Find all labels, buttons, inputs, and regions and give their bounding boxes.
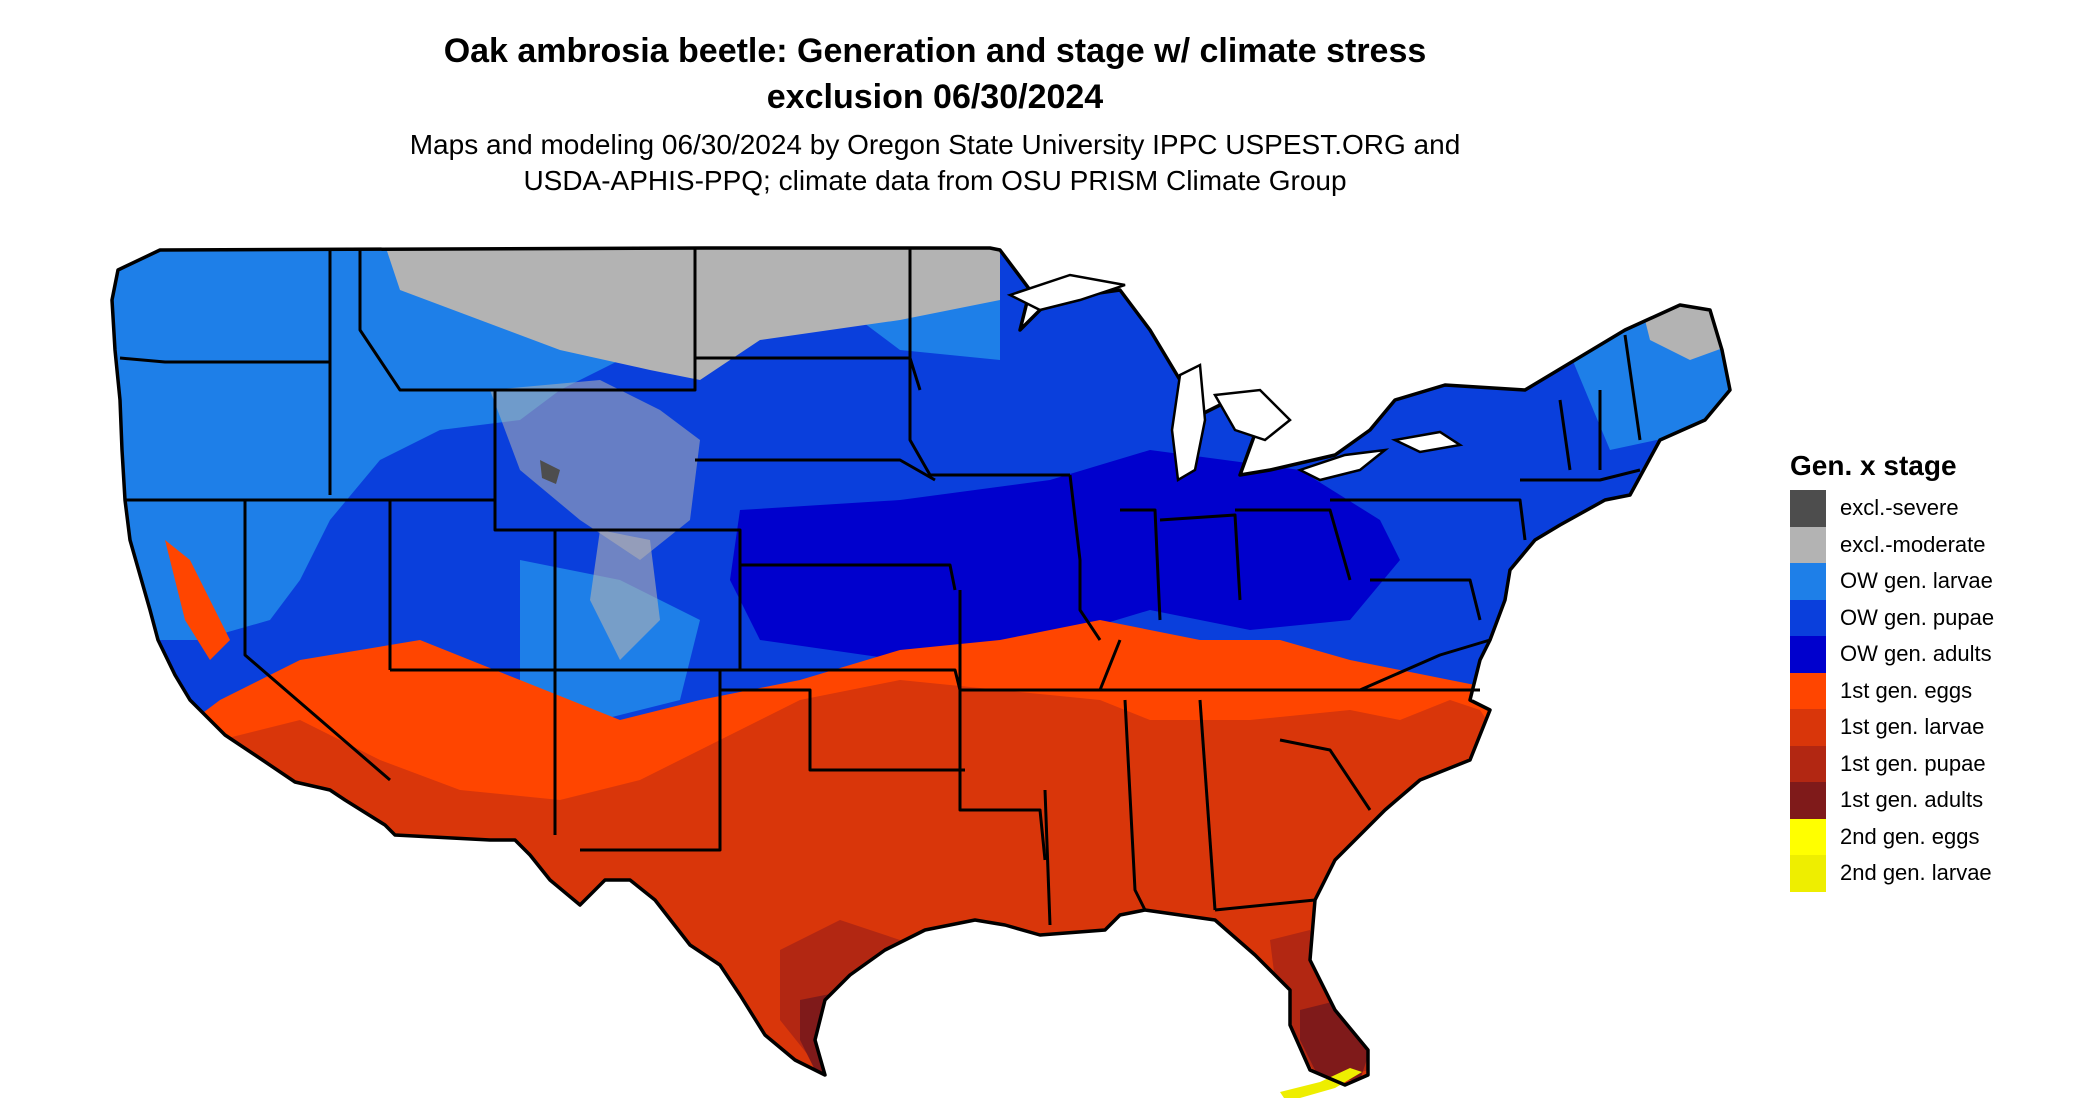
legend-item: 2nd gen. larvae xyxy=(1790,855,2090,892)
legend: Gen. x stage excl.-severe excl.-moderate O… xyxy=(1790,448,2090,892)
legend-swatch xyxy=(1790,745,1826,782)
country-outline xyxy=(110,246,1732,1087)
legend-label: OW gen. adults xyxy=(1840,641,1992,667)
map-title: Oak ambrosia beetle: Generation and stag… xyxy=(0,28,1870,120)
legend-items: excl.-severe excl.-moderate OW gen. larvae… xyxy=(1790,490,2090,892)
legend-label: 1st gen. larvae xyxy=(1840,714,1985,740)
us-phenology-map xyxy=(110,246,1732,1098)
subtitle-line-1: Maps and modeling 06/30/2024 by Oregon S… xyxy=(409,129,1461,160)
legend-item: 1st gen. larvae xyxy=(1790,709,2090,746)
state-borders xyxy=(119,248,1642,926)
legend-item: excl.-moderate xyxy=(1790,526,2090,563)
legend-swatch xyxy=(1790,636,1826,673)
legend-swatch xyxy=(1790,599,1826,636)
legend-swatch xyxy=(1790,526,1826,563)
legend-item: OW gen. pupae xyxy=(1790,599,2090,636)
legend-swatch xyxy=(1790,490,1826,527)
legend-swatch xyxy=(1790,563,1826,600)
legend-item: 1st gen. adults xyxy=(1790,782,2090,819)
legend-swatch xyxy=(1790,709,1826,746)
legend-label: 1st gen. adults xyxy=(1840,787,1984,813)
legend-swatch xyxy=(1790,855,1826,892)
map-subtitle: Maps and modeling 06/30/2024 by Oregon S… xyxy=(0,127,1870,199)
legend-label: 2nd gen. eggs xyxy=(1840,823,1980,849)
great-lakes xyxy=(1006,273,1464,483)
keys-fill xyxy=(1280,1068,1362,1098)
title-line-1: Oak ambrosia beetle: Generation and stag… xyxy=(443,32,1427,70)
legend-item: 2nd gen. eggs xyxy=(1790,818,2090,855)
legend-item: 1st gen. pupae xyxy=(1790,745,2090,782)
legend-label: OW gen. pupae xyxy=(1840,604,1995,630)
legend-label: 2nd gen. larvae xyxy=(1840,860,1992,886)
legend-item: OW gen. larvae xyxy=(1790,563,2090,600)
legend-item: OW gen. adults xyxy=(1790,636,2090,673)
legend-item: 1st gen. eggs xyxy=(1790,672,2090,709)
legend-label: 1st gen. pupae xyxy=(1840,750,1986,776)
legend-label: excl.-severe xyxy=(1840,495,1959,521)
legend-item: excl.-severe xyxy=(1790,490,2090,527)
title-line-2: exclusion 06/30/2024 xyxy=(766,78,1104,116)
legend-label: OW gen. larvae xyxy=(1840,568,1993,594)
subtitle-line-2: USDA-APHIS-PPQ; climate data from OSU PR… xyxy=(523,165,1347,196)
legend-swatch xyxy=(1790,672,1826,709)
legend-swatch xyxy=(1790,818,1826,855)
legend-label: excl.-moderate xyxy=(1840,531,1986,557)
legend-title: Gen. x stage xyxy=(1790,450,1957,481)
legend-swatch xyxy=(1790,782,1826,819)
legend-label: 1st gen. eggs xyxy=(1840,677,1973,703)
